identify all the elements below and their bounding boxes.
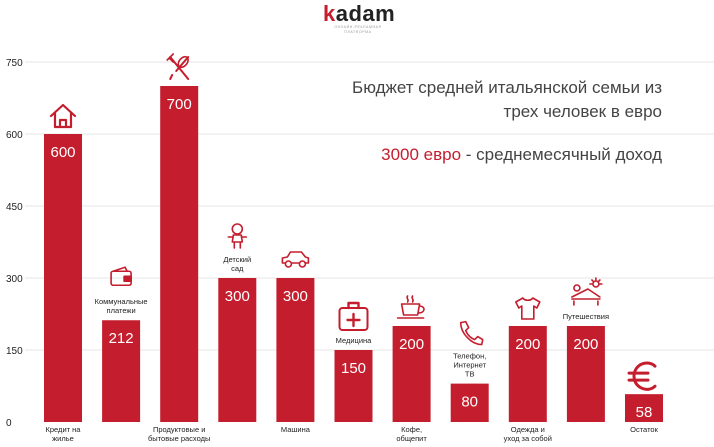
- bar-top-label: Телефон,: [453, 352, 486, 361]
- child-icon: [227, 223, 248, 249]
- chart-title: Бюджет средней итальянской семьи из трех…: [352, 76, 662, 124]
- y-tick-label: 300: [6, 274, 23, 285]
- bar-value-label: 300: [225, 288, 250, 305]
- x-category-label: Кредит на: [46, 425, 82, 434]
- x-category-label: Продуктовые и: [153, 425, 205, 434]
- x-category-label: Кофе,: [401, 425, 422, 434]
- house-icon: [49, 103, 77, 129]
- bar-top-label: Интернет: [453, 361, 486, 370]
- logo-first-letter: k: [323, 1, 336, 26]
- bar-value-label: 700: [167, 96, 192, 113]
- phone-icon: [459, 320, 484, 346]
- bar-top-label: Путешествия: [563, 312, 609, 321]
- y-tick-label: 0: [6, 418, 12, 429]
- bar-top-label: сад: [231, 264, 244, 273]
- bar: [102, 320, 141, 422]
- x-category-label: Одежда и: [511, 425, 545, 434]
- kadam-logo: kadam: [323, 3, 395, 25]
- x-category-label: Остаток: [630, 425, 658, 434]
- x-category-label: жилье: [52, 434, 74, 443]
- euro-icon: [627, 361, 657, 391]
- bar: [276, 278, 315, 422]
- bar: [450, 383, 489, 422]
- bar-value-label: 300: [283, 288, 308, 305]
- bar: [566, 326, 605, 422]
- bar-value-label: 200: [515, 336, 540, 353]
- bar-value-label: 58: [636, 404, 653, 421]
- x-category-label: уход за собой: [504, 434, 552, 443]
- chart-title-line-1: Бюджет средней итальянской семьи из: [352, 78, 662, 97]
- bar: [625, 394, 663, 422]
- bar: [334, 350, 373, 422]
- first-aid-kit-icon: [338, 301, 369, 331]
- x-category-label: общепит: [396, 434, 427, 443]
- sunbed-icon: [571, 277, 603, 306]
- y-tick-label: 750: [6, 58, 23, 69]
- tshirt-icon: [514, 297, 541, 320]
- y-tick-label: 600: [6, 130, 23, 141]
- chart-title-line-2: трех человек в евро: [503, 102, 662, 121]
- bar-value-label: 212: [109, 330, 134, 347]
- bar-top-label: Коммунальные: [95, 297, 148, 306]
- bar-top-label: ТВ: [465, 370, 475, 379]
- income-separator: -: [461, 145, 477, 164]
- y-tick-label: 450: [6, 202, 23, 213]
- bar-value-label: 150: [341, 360, 366, 377]
- bar-top-label: Медицина: [336, 336, 373, 345]
- bar: [218, 278, 257, 422]
- income-text: среднемесячный доход: [476, 145, 662, 164]
- bar: [508, 326, 547, 422]
- bar-value-label: 200: [399, 336, 424, 353]
- bar: [392, 326, 431, 422]
- car-icon: [281, 251, 310, 268]
- income-line: 3000 евро - среднемесячный доход: [381, 143, 662, 167]
- x-category-label: бытовые расходы: [148, 434, 210, 443]
- bar: [160, 86, 199, 422]
- wallet-icon: [110, 266, 132, 287]
- coffee-cup-icon: [396, 295, 425, 319]
- bar-top-label: Детский: [223, 255, 251, 264]
- bar-value-label: 600: [50, 144, 75, 161]
- bar-top-label: платежи: [107, 306, 136, 315]
- logo-rest: adam: [335, 1, 396, 26]
- y-tick-label: 150: [6, 346, 23, 357]
- fork-spoon-icon: [166, 53, 190, 80]
- bar: [44, 134, 82, 422]
- bar-value-label: 80: [461, 394, 478, 411]
- x-category-label: Машина: [281, 425, 311, 434]
- logo-subtitle: ОНЛАЙН-РЕКЛАМНАЯ ПЛАТФОРМА: [334, 25, 382, 34]
- income-amount: 3000 евро: [381, 145, 462, 164]
- bar-value-label: 200: [573, 336, 598, 353]
